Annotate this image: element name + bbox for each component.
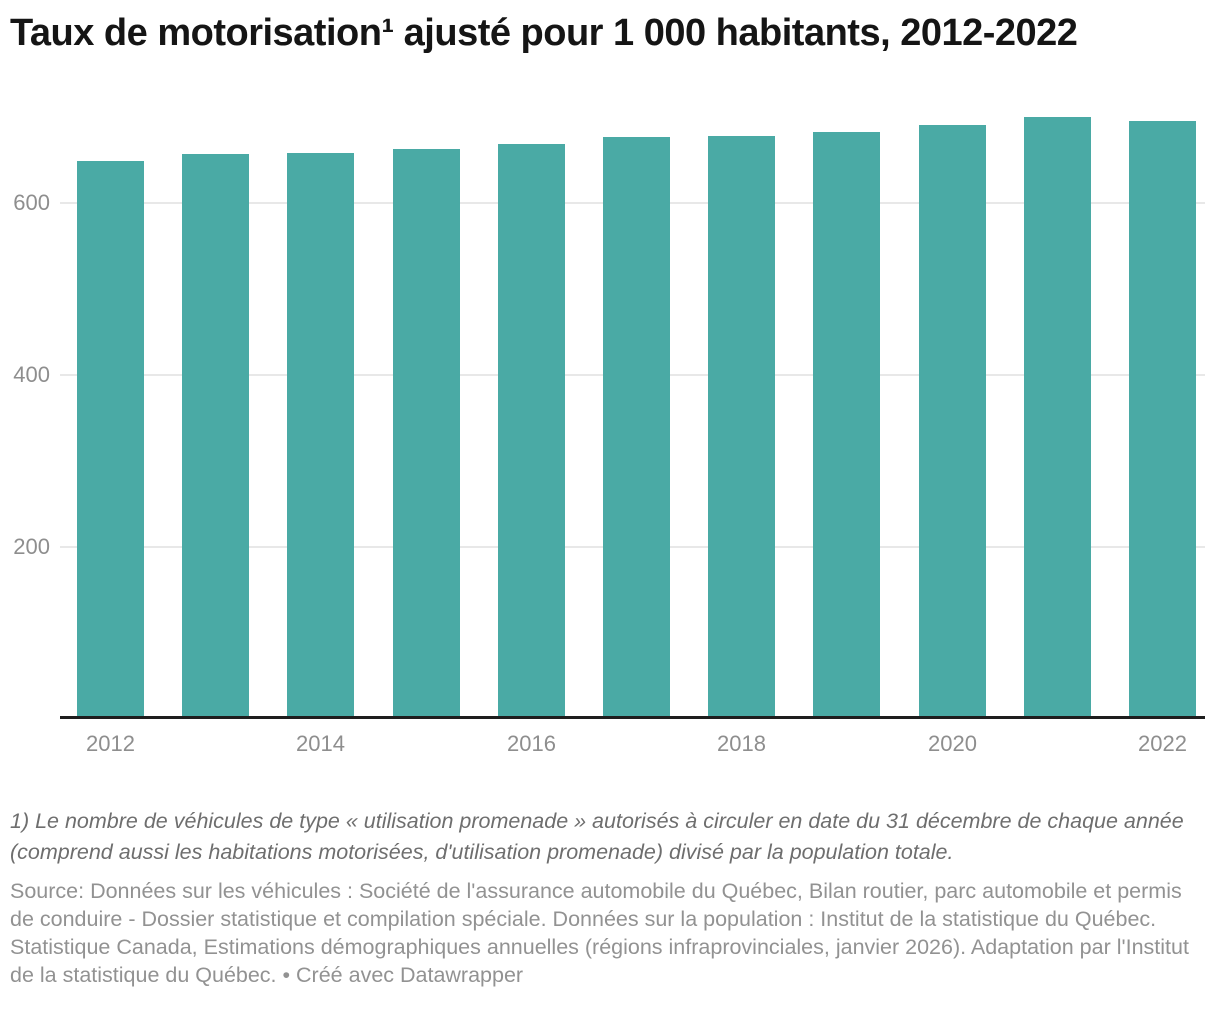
plot-area: 200 400 600 <box>10 98 1210 719</box>
y-axis-tick-200: 200 <box>13 533 50 559</box>
bar-2019 <box>813 132 880 718</box>
bar-2013 <box>182 154 249 718</box>
x-axis-tick-2012: 2012 <box>86 731 135 756</box>
chart-title: Taux de motorisation¹ ajusté pour 1 000 … <box>10 12 1078 54</box>
y-axis-tick-400: 400 <box>13 362 50 387</box>
source-text: Source: Données sur les véhicules : Soci… <box>10 879 1189 987</box>
x-axis-tick-2016: 2016 <box>507 731 556 756</box>
chart-footnote: 1) Le nombre de véhicules de type « util… <box>10 809 1184 864</box>
chart-source-line: Source: Données sur les véhicules : Soci… <box>10 877 1210 989</box>
bar-2016 <box>498 144 565 718</box>
bar-2018 <box>708 136 775 718</box>
y-axis-tick-600: 600 <box>13 190 50 216</box>
bar-2017 <box>603 137 670 718</box>
x-axis-tick-2014: 2014 <box>296 731 345 756</box>
x-axis-line <box>60 716 1205 719</box>
bar-2015 <box>393 149 460 718</box>
x-axis-tick-2020: 2020 <box>928 731 977 756</box>
datawrapper-credit-link[interactable]: Créé avec Datawrapper <box>296 963 524 987</box>
x-axis-tick-2018: 2018 <box>717 731 766 756</box>
bar-chart: 200 400 600 2012 2014 2016 2018 2020 2022 <box>10 98 1210 758</box>
credit-separator: • <box>276 963 297 987</box>
x-axis-tick-2022: 2022 <box>1138 731 1187 756</box>
bar-2014 <box>287 153 354 718</box>
bar-2022 <box>1129 121 1196 718</box>
bar-2021 <box>1024 117 1091 718</box>
bar-2012 <box>77 161 144 718</box>
bar-2020 <box>919 125 986 718</box>
